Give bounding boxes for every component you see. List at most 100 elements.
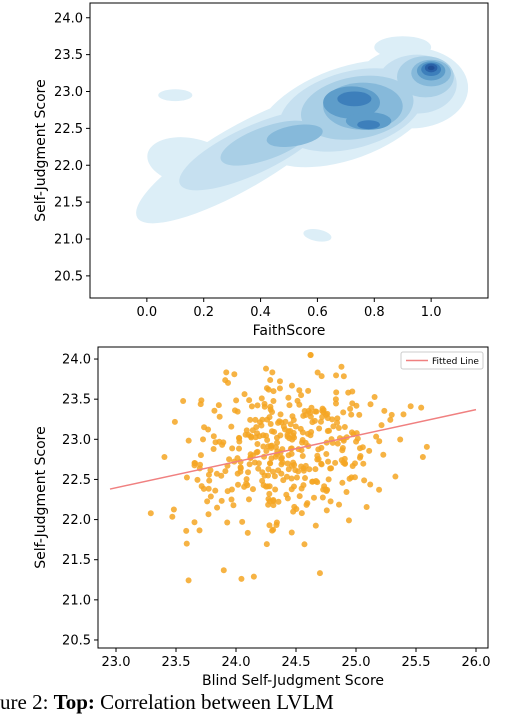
scatter-point [236, 434, 243, 441]
scatter-point [211, 407, 218, 414]
scatter-point [289, 436, 296, 443]
scatter-point [185, 437, 192, 444]
scatter-point [254, 402, 261, 409]
scatter-point [267, 460, 274, 467]
scatter-point [285, 394, 292, 401]
scatter-point [288, 529, 295, 536]
scatter-point [423, 443, 430, 450]
scatter-point [183, 474, 190, 481]
scatter-point [318, 444, 325, 451]
scatter-point [310, 494, 317, 501]
bottom-y-tick-label: 22.5 [62, 473, 91, 488]
kde-contour-level-5 [337, 91, 372, 107]
kde-contour-level-0 [303, 228, 332, 242]
kde-contour-level-7 [427, 65, 435, 71]
fitted-line [109, 408, 477, 490]
scatter-point [244, 529, 251, 536]
scatter-point [367, 481, 374, 488]
scatter-point [323, 451, 330, 458]
scatter-point [212, 487, 219, 494]
top-y-tick-label: 24.0 [54, 11, 83, 26]
scatter-point [351, 474, 358, 481]
scatter-point [298, 447, 305, 454]
scatter-point [323, 507, 330, 514]
scatter-point [315, 455, 322, 462]
scatter-point [334, 440, 341, 447]
scatter-point [248, 403, 255, 410]
scatter-point [276, 378, 283, 385]
bottom-y-tick-label: 24.0 [62, 353, 91, 368]
scatter-point [197, 452, 204, 459]
bottom-y-tick-label: 23.5 [62, 393, 91, 408]
kde-contour-level-3 [266, 124, 323, 148]
scatter-point [319, 494, 326, 501]
scatter-point [378, 422, 385, 429]
scatter-point [329, 416, 336, 423]
scatter-point [239, 518, 246, 525]
scatter-point [305, 387, 312, 394]
scatter-point [298, 392, 305, 399]
scatter-point [245, 469, 252, 476]
top-x-axis-label: FaithScore [253, 323, 326, 339]
scatter-point [290, 416, 297, 423]
scatter-point [332, 400, 339, 407]
scatter-point [224, 488, 231, 495]
scatter-point [285, 452, 292, 459]
scatter-point [270, 468, 277, 475]
scatter-point [161, 453, 168, 460]
bottom-y-axis-label: Self-Judgment Score [33, 426, 49, 568]
scatter-point [313, 408, 320, 415]
scatter-point [169, 513, 176, 520]
scatter-point [338, 363, 345, 370]
scatter-point [325, 427, 332, 434]
scatter-point [380, 451, 387, 458]
top-y-tick-label: 21.0 [54, 233, 83, 248]
kde-contour-level-0 [158, 89, 193, 102]
scatter-point [245, 431, 252, 438]
scatter-point [345, 517, 352, 524]
scatter-point [210, 445, 217, 452]
legend-box [400, 351, 484, 370]
scatter-point [333, 389, 340, 396]
scatter-point [200, 485, 207, 492]
scatter-point [216, 413, 223, 420]
scatter-point [264, 437, 271, 444]
scatter-point [288, 382, 295, 389]
scatter-point [270, 397, 277, 404]
scatter-point [231, 371, 238, 378]
scatter-point [244, 482, 251, 489]
figure: 0.0 0.2 0.4 0.6 0.8 1.020.521.021.522.022.523… [33, 2, 491, 689]
scatter-point [325, 476, 332, 483]
scatter-point [272, 453, 279, 460]
top-x-tick-label: 0.6 [307, 305, 328, 320]
scatter-point [238, 575, 245, 582]
scatter-point [210, 433, 217, 440]
scatter-point [268, 428, 275, 435]
scatter-point [317, 418, 324, 425]
scatter-point [333, 372, 340, 379]
scatter-point [277, 432, 284, 439]
bottom-axes-frame [97, 346, 489, 649]
bottom-x-tick-label: 26.0 [462, 655, 491, 670]
scatter-point [226, 456, 233, 463]
scatter-point [228, 496, 235, 503]
scatter-point [254, 441, 261, 448]
scatter-point [252, 434, 259, 441]
scatter-point [341, 460, 348, 467]
scatter-point [316, 425, 323, 432]
figure-caption: ure 2: Top: Correlation between LVLM [0, 690, 506, 718]
scatter-point [332, 396, 339, 403]
scatter-point [205, 485, 212, 492]
scatter-point [263, 385, 270, 392]
top-y-tick-label: 23.0 [54, 85, 83, 100]
scatter-point [246, 397, 253, 404]
bottom-y-tick-label: 21.0 [62, 593, 91, 608]
bottom-y-tick-label: 22.0 [62, 513, 91, 528]
scatter-point [322, 486, 329, 493]
scatter-point [312, 522, 319, 529]
scatter-point [185, 577, 192, 584]
scatter-point [205, 471, 212, 478]
scatter-point [267, 377, 274, 384]
scatter-point [274, 439, 281, 446]
kde-contour-level-5 [357, 120, 380, 130]
